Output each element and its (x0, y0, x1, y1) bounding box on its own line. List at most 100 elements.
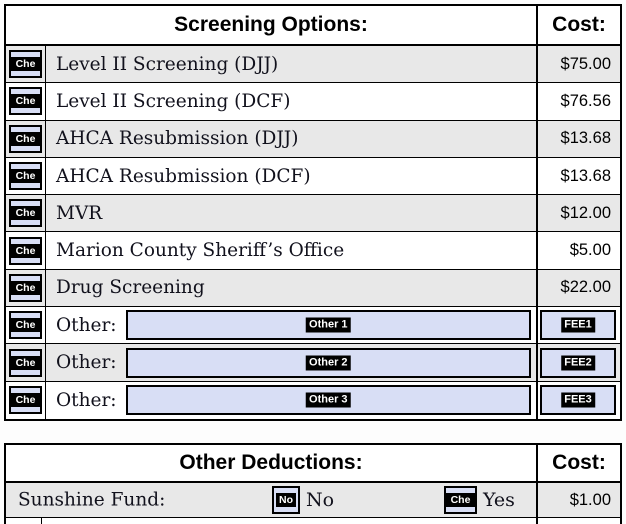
checkbox-field-name-badge: Che (446, 493, 475, 507)
screening-checkbox[interactable]: Che (9, 162, 42, 191)
checkbox-field-name-badge: Che (11, 318, 40, 333)
table-row: Che Drug Screening $22.00 (6, 269, 620, 308)
sunshine-yes-option: Che Yes (444, 486, 515, 514)
screening-table-header: Screening Options: Cost: (6, 6, 620, 46)
checkbox-cell: Che (6, 195, 46, 232)
fee-text-input[interactable]: FEE2 (540, 347, 616, 378)
row-cost: $12.00 (536, 195, 620, 232)
text-field-name-badge: Other 2 (306, 355, 351, 371)
row-label: Marion County Sheriff’s Office (56, 240, 345, 262)
screening-checkbox[interactable]: Che (9, 386, 42, 415)
table-row: Che Level II Screening (DJJ) $75.00 (6, 46, 620, 84)
row-label: AHCA Resubmission (DCF) (56, 165, 311, 187)
other-text-input[interactable]: Other 3 (125, 385, 531, 416)
other-deductions-title: Other Deductions: (179, 451, 363, 474)
fee-cell: FEE1 (536, 307, 620, 344)
other-row-cell: Other: Other 2 (46, 344, 536, 380)
fee-cell: FEE2 (536, 344, 620, 381)
cost-column-header: Cost: (536, 445, 620, 481)
cutoff-cell (536, 518, 620, 524)
row-cost: $76.56 (536, 83, 620, 120)
fee-text-input[interactable]: FEE3 (540, 385, 616, 416)
row-label: Level II Screening (DCF) (56, 90, 291, 112)
no-checkbox[interactable]: No (272, 486, 300, 514)
screening-checkbox[interactable]: Che (9, 236, 42, 265)
screening-checkbox[interactable]: Che (9, 50, 42, 79)
screening-options-table: Screening Options: Cost: Che Level II Sc… (4, 4, 622, 421)
table-row: Che AHCA Resubmission (DCF) $13.68 (6, 157, 620, 196)
table-row-other: Che Other: Other 1 FEE1 (6, 307, 620, 345)
other-label: Other: (56, 389, 117, 411)
screening-options-title: Screening Options: (174, 13, 368, 36)
row-cost: $13.68 (536, 157, 620, 195)
text-field-name-badge: Other 3 (306, 392, 351, 408)
table-row-other: Che Other: Other 2 FEE2 (6, 344, 620, 382)
cutoff-table-row (6, 518, 620, 524)
row-cost: $13.68 (536, 120, 620, 157)
checkbox-field-name-badge: Che (11, 280, 40, 295)
fee-field-name-badge: FEE1 (561, 317, 595, 333)
sunshine-fund-label: Sunshine Fund: (18, 489, 166, 511)
screening-checkbox[interactable]: Che (9, 87, 42, 116)
fee-field-name-badge: FEE2 (561, 355, 595, 371)
other-label: Other: (56, 314, 117, 336)
other-row-cell: Other: Other 1 (46, 307, 536, 343)
other-row-cell: Other: Other 3 (46, 382, 536, 419)
other-text-input[interactable]: Other 1 (125, 310, 531, 341)
checkbox-cell: Che (6, 381, 46, 419)
other-text-input[interactable]: Other 2 (125, 347, 531, 378)
checkbox-cell: Che (6, 307, 46, 344)
checkbox-field-name-badge: Che (11, 94, 40, 109)
checkbox-cell: Che (6, 46, 46, 83)
row-cost: $75.00 (536, 46, 620, 83)
fee-cell: FEE3 (536, 381, 620, 419)
other-deductions-table: Other Deductions: Cost: Sunshine Fund: N… (4, 443, 622, 524)
table-row: Che MVR $12.00 (6, 195, 620, 233)
checkbox-cell: Che (6, 344, 46, 381)
table-row: Che Marion County Sheriff’s Office $5.00 (6, 232, 620, 270)
row-label: Drug Screening (56, 277, 205, 299)
cutoff-cell (42, 518, 536, 524)
checkbox-field-name-badge: Che (11, 206, 40, 221)
cutoff-cell (6, 518, 42, 524)
checkbox-cell: Che (6, 120, 46, 157)
checkbox-cell: Che (6, 83, 46, 120)
checkbox-field-name-badge: Che (11, 355, 40, 370)
screening-checkbox[interactable]: Che (9, 273, 42, 302)
table-row: Che AHCA Resubmission (DJJ) $13.68 (6, 120, 620, 158)
row-label: Level II Screening (DJJ) (56, 53, 279, 75)
checkbox-field-name-badge: Che (11, 169, 40, 184)
row-label: AHCA Resubmission (DJJ) (56, 128, 299, 150)
row-label: MVR (56, 202, 103, 224)
checkbox-cell: Che (6, 269, 46, 307)
sunshine-fund-row: Sunshine Fund: No No Che Yes $1.00 (6, 483, 620, 518)
deductions-table-header: Other Deductions: Cost: (6, 445, 620, 483)
other-label: Other: (56, 352, 117, 374)
screening-checkbox[interactable]: Che (9, 311, 42, 340)
row-cost: $22.00 (536, 269, 620, 307)
checkbox-field-name-badge: Che (11, 131, 40, 146)
checkbox-field-name-badge: Che (11, 57, 40, 72)
row-cost: $5.00 (536, 232, 620, 269)
no-option-label: No (306, 489, 335, 511)
text-field-name-badge: Other 1 (306, 317, 351, 333)
cost-column-header: Cost: (536, 6, 620, 44)
sunshine-fund-cell: Sunshine Fund: No No Che Yes (6, 483, 536, 517)
yes-option-label: Yes (483, 489, 515, 511)
no-checkbox-field-name-badge: No (276, 493, 296, 507)
table-row-other: Che Other: Other 3 FEE3 (6, 381, 620, 419)
fee-text-input[interactable]: FEE1 (540, 310, 616, 341)
sunshine-no-option: No No (272, 486, 334, 514)
checkbox-field-name-badge: Che (11, 393, 40, 408)
fee-field-name-badge: FEE3 (561, 392, 595, 408)
screening-checkbox[interactable]: Che (9, 348, 42, 377)
table-row: Che Level II Screening (DCF) $76.56 (6, 83, 620, 121)
row-cost: $1.00 (536, 483, 620, 517)
checkbox-field-name-badge: Che (11, 243, 40, 258)
checkbox-cell: Che (6, 157, 46, 195)
screening-checkbox[interactable]: Che (9, 199, 42, 228)
checkbox-cell: Che (6, 232, 46, 269)
screening-checkbox[interactable]: Che (9, 124, 42, 153)
yes-checkbox[interactable]: Che (444, 486, 477, 514)
